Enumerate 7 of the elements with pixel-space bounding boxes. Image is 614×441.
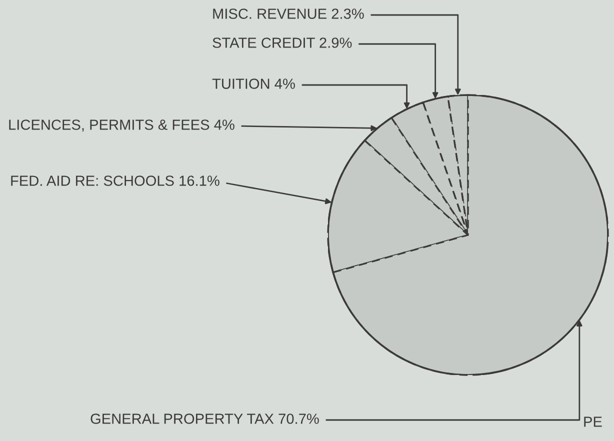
slice-label: GENERAL PROPERTY TAX 70.7% — [90, 414, 319, 424]
text: PE — [584, 416, 602, 427]
slice-label: STATE CREDIT 2.9% — [212, 38, 352, 48]
slice-label: LICENCES, PERMITS & FEES 4% — [9, 120, 234, 132]
slice-label: MISC. REVENUE 2.3% — [213, 8, 364, 19]
slice-label: FED. AID RE: SCHOOLS 16.1% — [11, 176, 220, 186]
slice-label: TUITION 4% — [212, 78, 295, 89]
